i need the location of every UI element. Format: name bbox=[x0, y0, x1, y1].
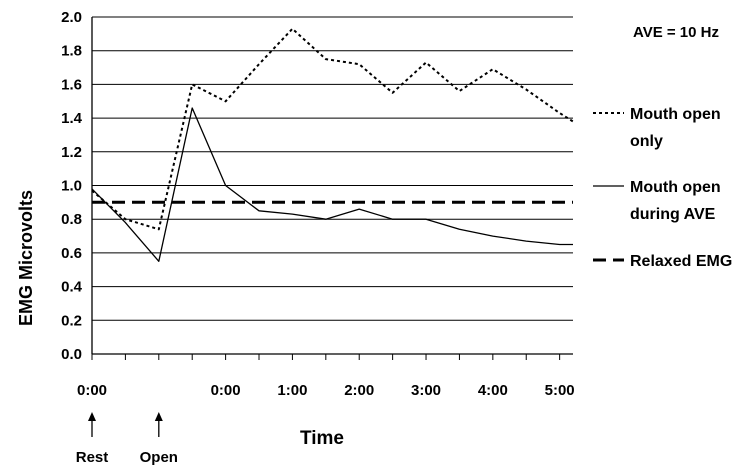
y-tick-label: 0.2 bbox=[61, 312, 82, 329]
x-axis-label: Time bbox=[300, 428, 344, 449]
y-tick-label: 2.0 bbox=[61, 9, 82, 26]
y-tick-label: 0.6 bbox=[61, 245, 82, 262]
x-tick-label: 5:00 bbox=[545, 382, 575, 399]
x-axis-ticks: 0:00 0:00 1:00 2:00 3:00 4:00 5:00 bbox=[77, 382, 575, 399]
legend-label: Mouth open bbox=[630, 106, 721, 123]
y-axis-label: EMG Microvolts bbox=[16, 190, 36, 326]
marker-label: Open bbox=[140, 449, 178, 466]
series-line-solid bbox=[91, 107, 573, 262]
y-axis-ticks: 0.0 0.2 0.4 0.6 0.8 1.0 1.2 1.4 1.6 1.8 2.0 bbox=[61, 9, 83, 363]
legend-label: Mouth open bbox=[630, 179, 721, 196]
x-tick-label: 2:00 bbox=[344, 382, 374, 399]
y-tick-label: 1.0 bbox=[61, 178, 82, 195]
legend-label: Relaxed EMG bbox=[630, 253, 732, 270]
x-tick-label: 0:00 bbox=[211, 382, 241, 399]
y-tick-label: 1.8 bbox=[61, 43, 82, 60]
marker-arrowhead bbox=[88, 412, 96, 421]
marker-arrowhead bbox=[154, 412, 163, 421]
legend-label: only bbox=[630, 133, 663, 150]
x-tick-label: 1:00 bbox=[277, 382, 307, 399]
legend-label: during AVE bbox=[630, 206, 716, 223]
legend: Mouth open only Mouth open during AVE Relaxe… bbox=[593, 106, 732, 270]
y-tick-label: 1.4 bbox=[61, 110, 83, 127]
y-tick-label: 0.8 bbox=[61, 211, 82, 228]
y-tick-label: 1.6 bbox=[61, 76, 82, 93]
series-line-dotted bbox=[91, 27, 574, 231]
marker-label: Rest bbox=[76, 449, 109, 466]
y-tick-label: 0.0 bbox=[61, 346, 82, 363]
x-tick-label: 0:00 bbox=[77, 382, 107, 399]
series-lines bbox=[91, 27, 574, 262]
x-tick-label: 4:00 bbox=[478, 382, 508, 399]
x-markers: Rest Open bbox=[76, 412, 178, 466]
axes bbox=[91, 17, 573, 360]
grid-lines bbox=[92, 16, 573, 321]
y-tick-label: 0.4 bbox=[61, 279, 83, 296]
annotation-label: AVE = 10 Hz bbox=[633, 24, 719, 41]
y-tick-label: 1.2 bbox=[61, 144, 82, 161]
x-tick-label: 3:00 bbox=[411, 382, 441, 399]
